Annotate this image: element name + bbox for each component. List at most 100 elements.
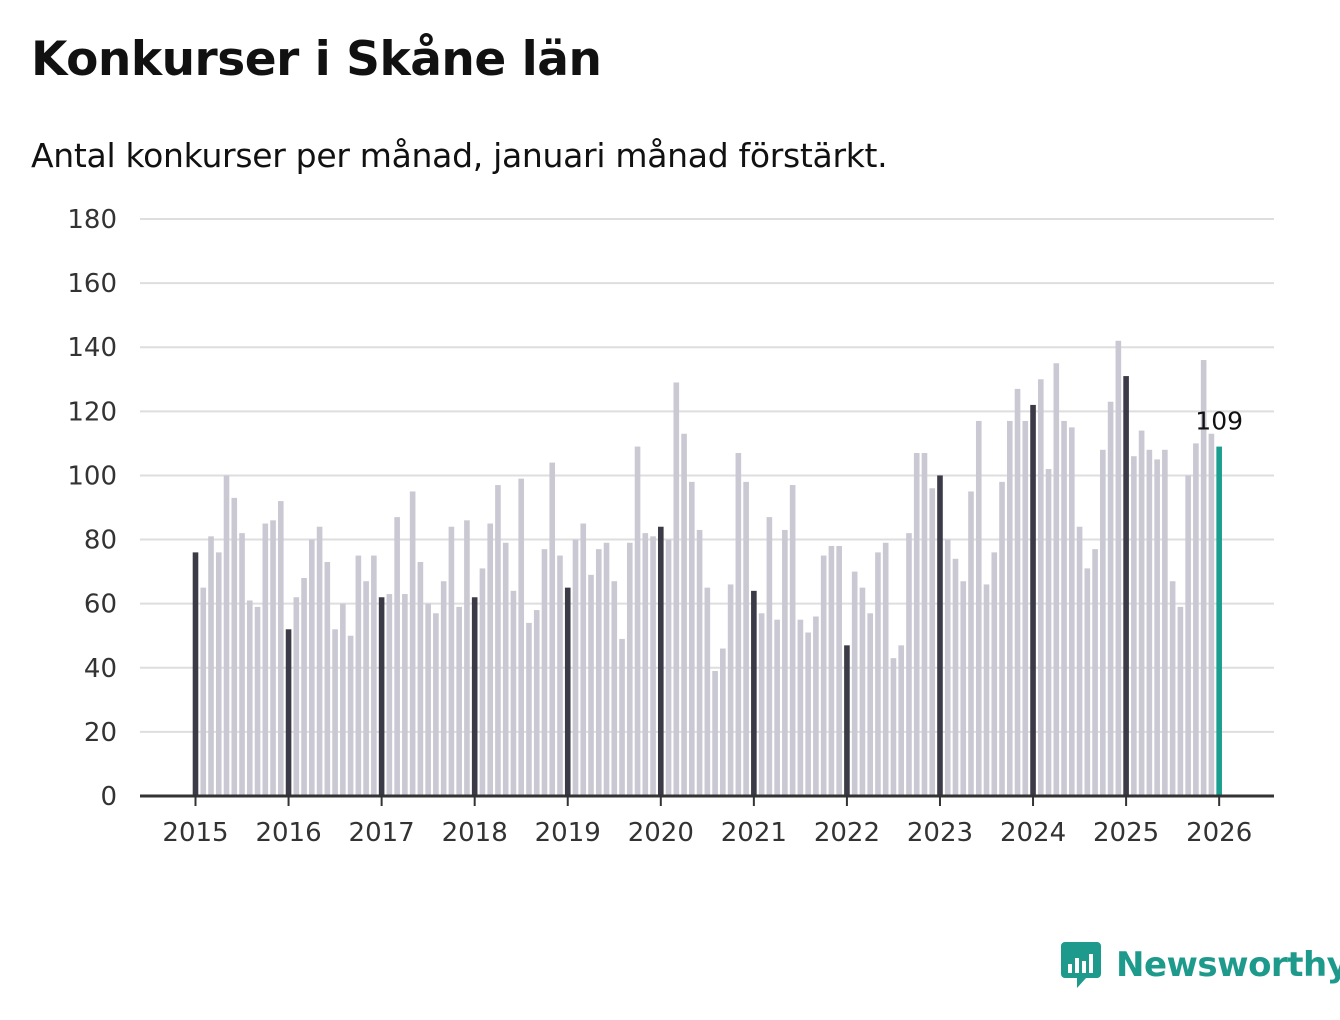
bar-2015-08 bbox=[246, 600, 253, 796]
bar-2017-04 bbox=[402, 594, 408, 796]
x-tick-label: 2025 bbox=[1093, 818, 1159, 848]
bar-2018-09 bbox=[533, 610, 540, 796]
bar-2016-01 bbox=[285, 629, 292, 796]
bar-2022-05 bbox=[875, 552, 881, 796]
x-tick-label: 2023 bbox=[907, 818, 973, 848]
x-tick-label: 2021 bbox=[721, 818, 787, 848]
bar-2022-04 bbox=[867, 613, 873, 796]
bar-2017-08 bbox=[433, 613, 439, 796]
x-tick-label: 2015 bbox=[162, 818, 228, 848]
bar-2016-10 bbox=[355, 555, 362, 796]
bar-2021-03 bbox=[766, 517, 773, 796]
bar-2022-07 bbox=[890, 658, 897, 796]
bar-2020-06 bbox=[696, 529, 703, 796]
bar-2015-04 bbox=[215, 552, 222, 796]
bar-2020-12 bbox=[743, 481, 749, 796]
bar-2020-04 bbox=[681, 433, 687, 796]
bar-2022-01 bbox=[844, 645, 850, 796]
bar-2017-09 bbox=[440, 581, 447, 796]
bar-2021-02 bbox=[758, 613, 765, 796]
bar-2021-08 bbox=[805, 632, 811, 796]
bar-2019-07 bbox=[611, 581, 618, 796]
y-tick-label: 40 bbox=[84, 654, 117, 684]
bar-2018-08 bbox=[526, 622, 532, 796]
bar-2019-02 bbox=[572, 539, 579, 796]
bar-2022-09 bbox=[906, 533, 912, 796]
x-tick-label: 2016 bbox=[255, 818, 321, 848]
bar-2016-08 bbox=[340, 603, 346, 796]
bar-2025-02 bbox=[1131, 456, 1137, 796]
bar-2017-02 bbox=[386, 594, 393, 796]
bar-2015-11 bbox=[270, 520, 276, 796]
bar-2021-07 bbox=[797, 619, 804, 796]
bar-2026-01 bbox=[1216, 446, 1222, 796]
bar-2015-01 bbox=[192, 552, 199, 796]
bar-2017-05 bbox=[409, 491, 416, 796]
y-tick-label: 80 bbox=[84, 526, 117, 556]
bar-2015-10 bbox=[262, 523, 269, 796]
y-tick-label: 100 bbox=[67, 461, 117, 491]
bar-2019-01 bbox=[564, 587, 571, 796]
bar-2016-04 bbox=[309, 539, 315, 796]
bar-2025-05 bbox=[1154, 459, 1160, 796]
bar-2019-11 bbox=[642, 533, 649, 796]
x-tick-label: 2019 bbox=[535, 818, 601, 848]
x-tick-label: 2020 bbox=[628, 818, 694, 848]
bar-2021-05 bbox=[782, 529, 788, 796]
bar-2023-01 bbox=[937, 475, 943, 796]
bar-2019-06 bbox=[603, 542, 610, 796]
y-tick-label: 160 bbox=[67, 269, 117, 299]
bar-2016-11 bbox=[363, 581, 369, 796]
bar-2023-05 bbox=[968, 491, 974, 796]
bar-2016-12 bbox=[371, 555, 377, 796]
bar-2024-07 bbox=[1076, 526, 1083, 796]
bar-2020-09 bbox=[720, 648, 726, 796]
bar-2023-03 bbox=[952, 558, 959, 796]
bar-2018-04 bbox=[495, 485, 501, 796]
bar-2024-10 bbox=[1100, 449, 1106, 796]
brand-name: Newsworthy bbox=[1116, 945, 1340, 985]
bar-2019-12 bbox=[650, 536, 656, 796]
bar-2025-10 bbox=[1193, 443, 1199, 796]
bar-2016-09 bbox=[347, 635, 354, 796]
bar-2018-07 bbox=[518, 478, 525, 796]
bar-2016-06 bbox=[324, 561, 331, 796]
bar-2022-10 bbox=[913, 453, 920, 796]
bar-2017-06 bbox=[417, 561, 424, 796]
bar-2023-02 bbox=[944, 539, 951, 796]
bar-2022-02 bbox=[851, 571, 858, 796]
bar-2018-12 bbox=[557, 555, 563, 796]
bar-2021-06 bbox=[789, 485, 796, 796]
x-tick-label: 2017 bbox=[349, 818, 415, 848]
bar-2022-11 bbox=[921, 453, 928, 796]
bar-2017-11 bbox=[456, 606, 462, 796]
bar-2025-12 bbox=[1208, 433, 1215, 796]
y-tick-label: 180 bbox=[67, 205, 117, 235]
bar-2024-06 bbox=[1069, 427, 1075, 796]
y-axis-ticks: 0 20 40 60 80 100 120 140 160 180 bbox=[67, 205, 117, 812]
bar-2021-01 bbox=[751, 590, 757, 796]
bar-2015-12 bbox=[278, 501, 284, 796]
bar-2019-08 bbox=[619, 638, 625, 796]
bar-2021-12 bbox=[836, 545, 842, 796]
bar-2016-02 bbox=[293, 597, 300, 796]
bar-2020-05 bbox=[689, 481, 695, 796]
bar-2019-03 bbox=[580, 523, 587, 796]
chart-subtitle: Antal konkurser per månad, januari månad… bbox=[31, 136, 888, 175]
bar-2023-08 bbox=[991, 552, 998, 796]
bar-2025-03 bbox=[1138, 430, 1145, 796]
bar-2015-06 bbox=[231, 497, 238, 796]
newsworthy-logo: Newsworthy bbox=[1060, 940, 1340, 990]
bar-2023-10 bbox=[1006, 420, 1013, 796]
bar-2015-02 bbox=[200, 587, 207, 796]
bar-2021-09 bbox=[813, 616, 819, 796]
y-tick-label: 60 bbox=[84, 590, 117, 620]
bar-2025-07 bbox=[1169, 581, 1176, 796]
x-tick-label: 2018 bbox=[442, 818, 508, 848]
bar-2025-01 bbox=[1123, 376, 1129, 796]
latest-value-label: 109 bbox=[1195, 407, 1243, 436]
bar-2021-10 bbox=[820, 555, 827, 796]
bar-2018-10 bbox=[541, 549, 548, 796]
y-tick-label: 120 bbox=[67, 397, 117, 427]
